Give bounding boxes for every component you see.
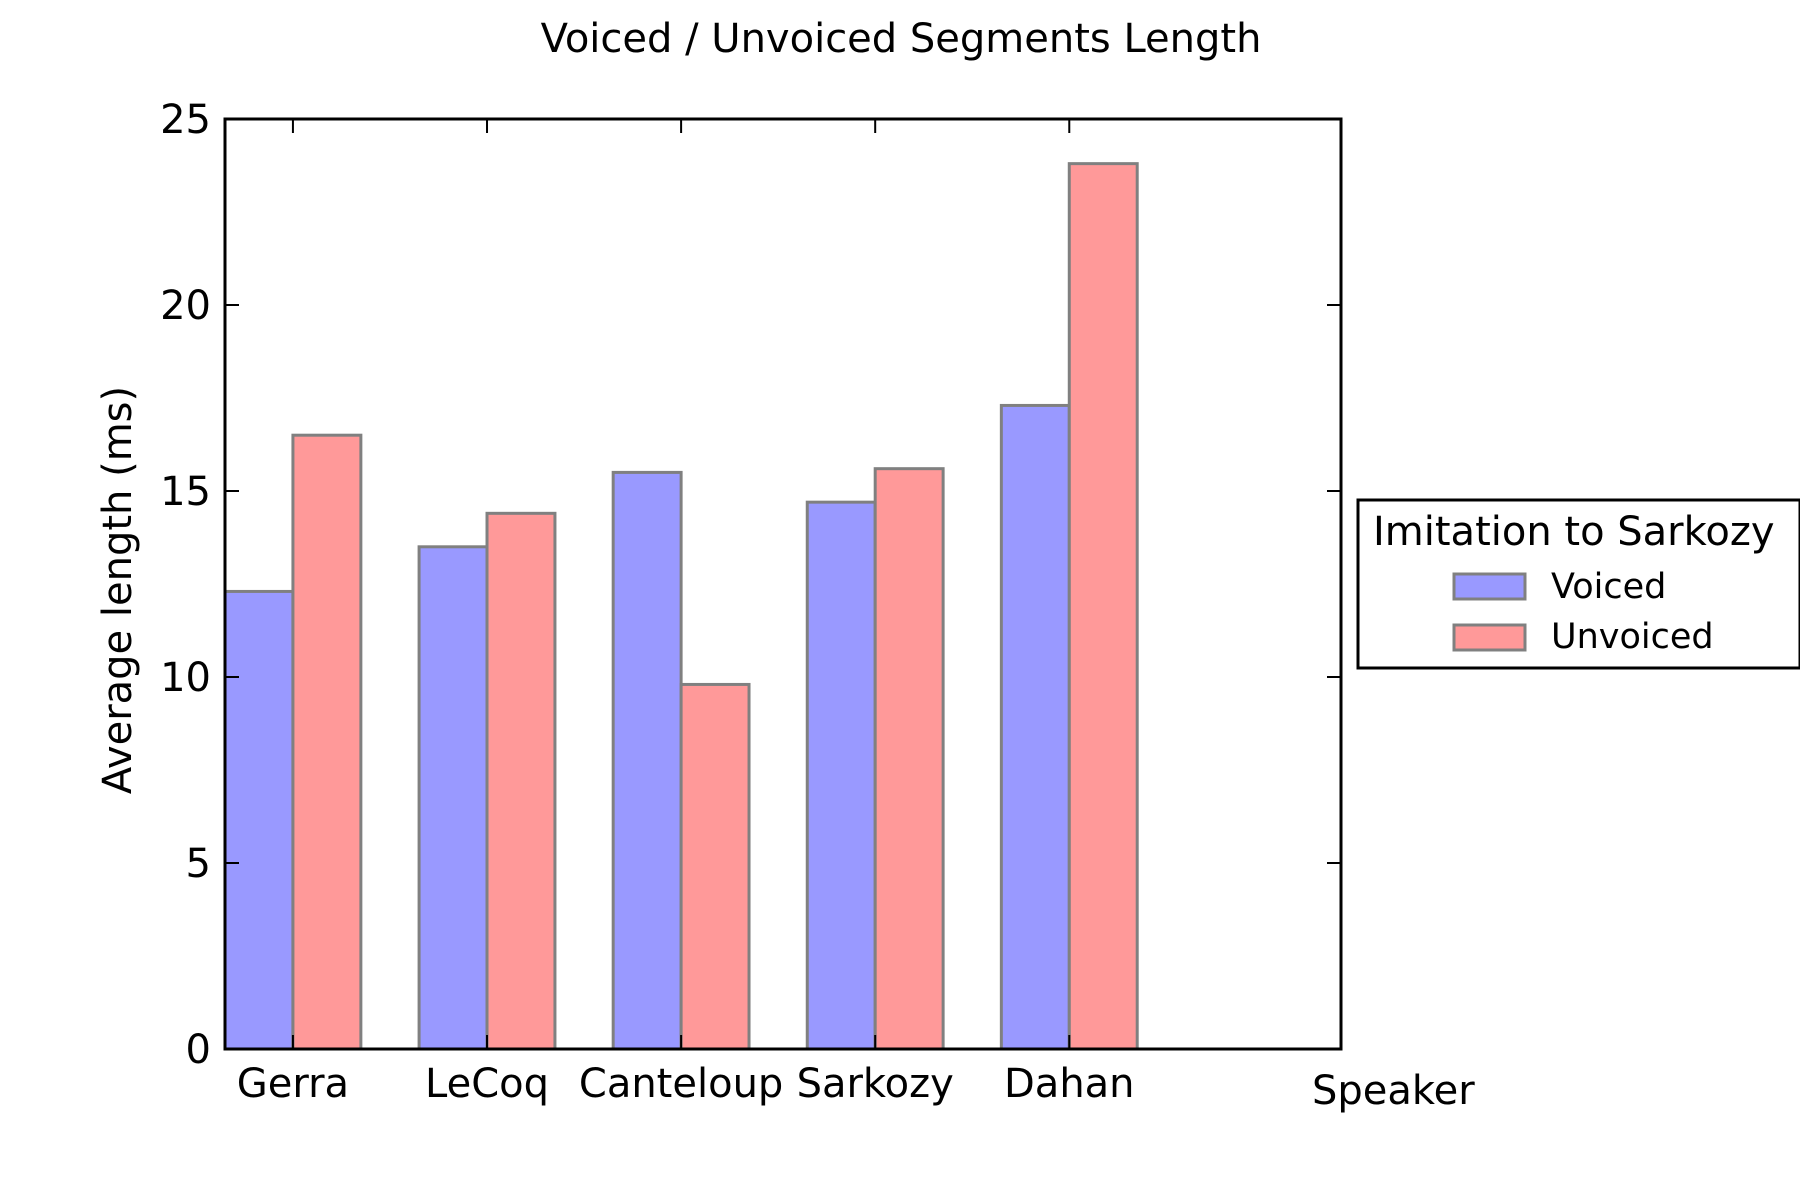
bar-voiced-dahan	[999, 403, 1071, 1051]
bar-voiced-sarkozy	[805, 500, 877, 1051]
bars-layer	[223, 162, 1139, 1051]
legend-swatch-voiced	[1452, 572, 1527, 601]
bar-unvoiced-canteloup	[679, 682, 751, 1051]
bar-unvoiced-lecoq	[485, 511, 557, 1051]
y-tick-label-15: 15	[160, 469, 211, 515]
y-axis-label: Average length (ms)	[95, 386, 141, 794]
bar-unvoiced-sarkozy	[873, 467, 945, 1051]
bar-unvoiced-dahan	[1067, 162, 1139, 1051]
x-tick-label-gerra: Gerra	[237, 1061, 349, 1107]
y-tick-label-10: 10	[160, 655, 211, 701]
bar-unvoiced-gerra	[291, 433, 363, 1051]
bar-voiced-gerra	[223, 589, 295, 1051]
y-tick-label-20: 20	[160, 283, 211, 329]
y-tick-label-25: 25	[160, 97, 211, 143]
axes-layer: 0 5 10 15 20 25 Gerra LeCoq Canteloup Sarkozy Daha…	[160, 97, 1343, 1107]
x-tick-label-lecoq: LeCoq	[425, 1061, 549, 1107]
x-axis-label: Speaker	[1312, 1068, 1475, 1114]
legend-box	[1356, 498, 1800, 670]
bar-voiced-canteloup	[611, 470, 683, 1051]
x-tick-label-dahan: Dahan	[1004, 1061, 1135, 1107]
legend-label-unvoiced: Unvoiced	[1551, 617, 1714, 657]
bar-voiced-lecoq	[417, 545, 489, 1051]
legend: Imitation to Sarkozy Voiced Unvoiced	[1356, 498, 1800, 670]
y-tick-label-0: 0	[186, 1027, 211, 1073]
plot-frame	[223, 117, 1343, 1051]
x-tick-label-sarkozy: Sarkozy	[797, 1061, 954, 1107]
y-tick-label-5: 5	[186, 841, 211, 887]
legend-label-voiced: Voiced	[1551, 567, 1666, 607]
legend-swatch-unvoiced	[1452, 623, 1527, 652]
chart-title: Voiced / Unvoiced Segments Length	[541, 16, 1262, 62]
x-tick-label-canteloup: Canteloup	[579, 1061, 783, 1107]
legend-title: Imitation to Sarkozy	[1373, 509, 1775, 555]
